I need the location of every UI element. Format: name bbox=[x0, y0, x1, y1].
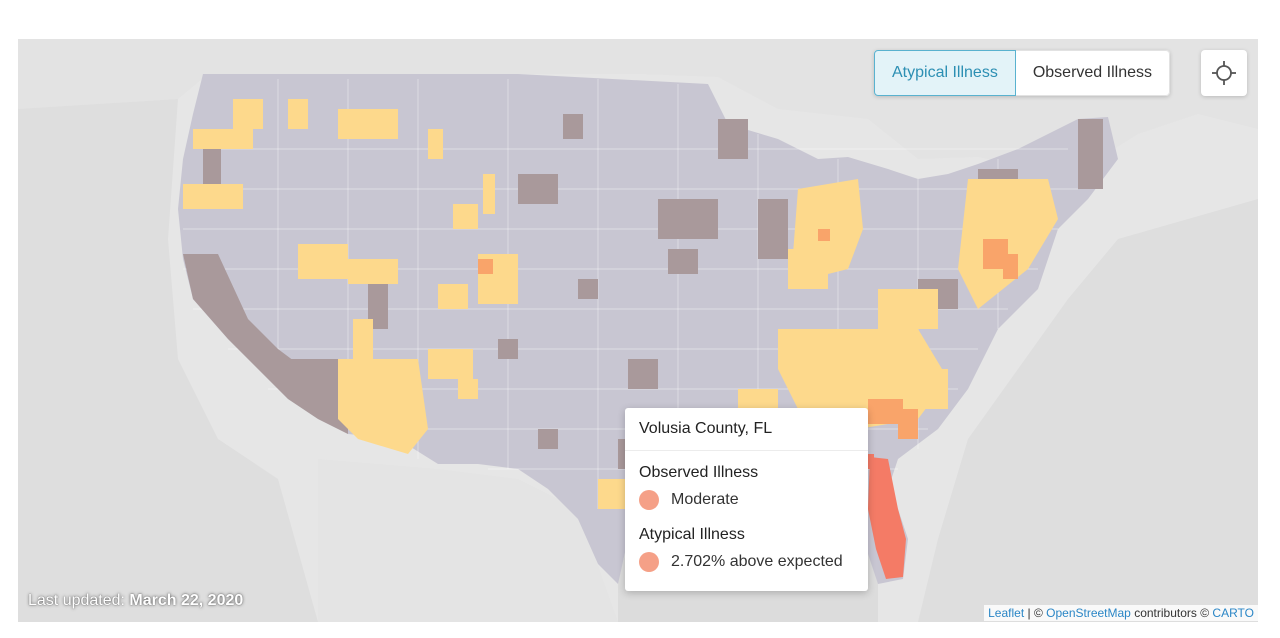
attribution-sep: | © bbox=[1027, 606, 1043, 620]
locate-button[interactable] bbox=[1201, 50, 1247, 96]
attribution-contributors: contributors © bbox=[1134, 606, 1210, 620]
county-tooltip: Volusia County, FL Observed Illness Mode… bbox=[625, 408, 868, 591]
basemap bbox=[18, 39, 1258, 622]
atypical-row: 2.702% above expected bbox=[639, 552, 843, 572]
tooltip-title: Volusia County, FL bbox=[639, 420, 773, 437]
atypical-illness-button[interactable]: Atypical Illness bbox=[874, 50, 1016, 96]
observed-value: Moderate bbox=[671, 491, 739, 508]
observed-row: Moderate bbox=[639, 490, 739, 510]
layer-toggle: Atypical Illness Observed Illness bbox=[874, 50, 1170, 96]
atypical-dot bbox=[639, 552, 659, 572]
tooltip-divider bbox=[625, 450, 868, 451]
last-updated-date: March 22, 2020 bbox=[129, 592, 244, 609]
observed-heading: Observed Illness bbox=[639, 464, 759, 481]
observed-dot bbox=[639, 490, 659, 510]
last-updated: Last updated: March 22, 2020 bbox=[28, 592, 243, 610]
leaflet-link[interactable]: Leaflet bbox=[988, 606, 1025, 620]
crosshair-icon bbox=[1212, 61, 1236, 85]
atypical-heading: Atypical Illness bbox=[639, 526, 745, 543]
atypical-value: 2.702% above expected bbox=[671, 553, 843, 570]
observed-illness-button[interactable]: Observed Illness bbox=[1015, 50, 1170, 96]
map-canvas[interactable] bbox=[18, 39, 1258, 622]
carto-link[interactable]: CARTO bbox=[1212, 606, 1254, 620]
osm-link[interactable]: OpenStreetMap bbox=[1046, 606, 1131, 620]
last-updated-label: Last updated: bbox=[28, 592, 125, 609]
map-attribution: Leaflet | © OpenStreetMap contributors ©… bbox=[984, 605, 1258, 621]
